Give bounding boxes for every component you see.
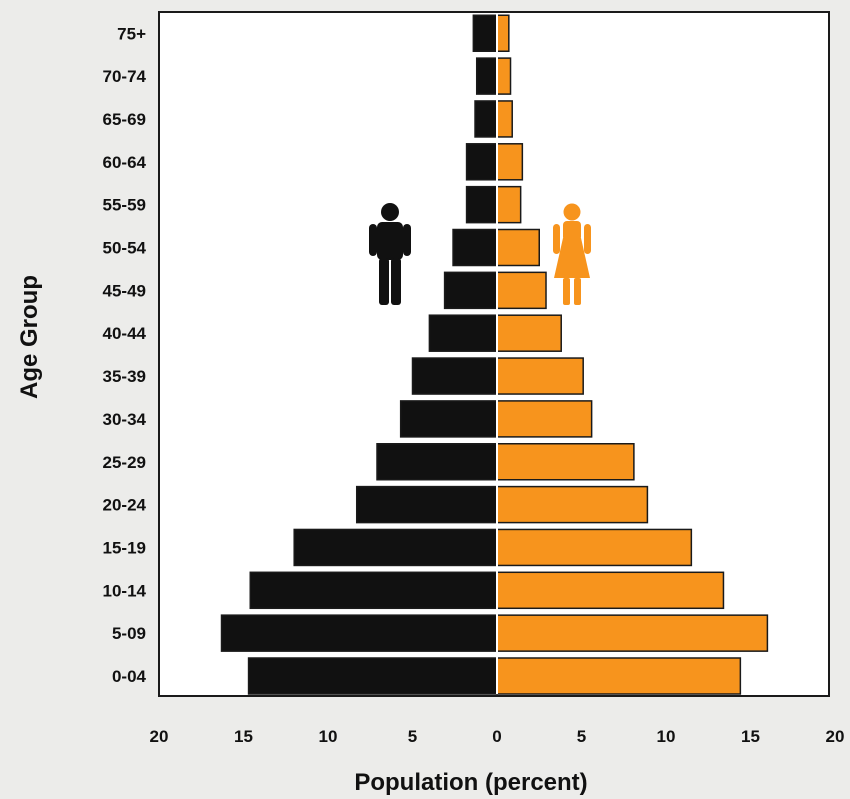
age-group-label-40-44: 40-44 xyxy=(103,324,147,343)
bar-right-0-04 xyxy=(496,657,742,695)
x-tick-label: 10 xyxy=(657,727,676,746)
age-group-label-65-69: 65-69 xyxy=(103,110,146,129)
bar-left-30-34 xyxy=(399,400,498,438)
bar-left-0-04 xyxy=(247,657,498,695)
x-tick-label: 15 xyxy=(741,727,760,746)
x-tick-label: 15 xyxy=(234,727,253,746)
age-group-label-15-19: 15-19 xyxy=(103,538,146,557)
male-figure-icon xyxy=(369,203,411,305)
age-group-labels: 0-04 5-09 10-14 15-19 20-24 25-29 30-34 35-39 40… xyxy=(103,24,147,686)
age-group-label-50-54: 50-54 xyxy=(103,239,147,258)
bar-right-60-64 xyxy=(496,143,524,181)
age-group-label-10-14: 10-14 xyxy=(103,581,147,600)
bar-left-40-44 xyxy=(428,314,498,352)
x-tick-labels: 20 15 10 5 0 5 10 15 20 xyxy=(150,727,845,746)
bar-left-5-09 xyxy=(220,614,498,652)
bar-right-70-74 xyxy=(496,57,512,95)
bar-right-20-24 xyxy=(496,485,649,524)
age-group-label-5-09: 5-09 xyxy=(112,624,146,643)
bar-left-70-74 xyxy=(475,57,498,95)
bar-right-50-54 xyxy=(496,228,540,267)
x-tick-label: 20 xyxy=(150,727,169,746)
female-figure-icon xyxy=(553,203,591,305)
bar-right-30-34 xyxy=(496,400,593,438)
x-tick-label: 5 xyxy=(577,727,586,746)
age-group-label-20-24: 20-24 xyxy=(103,496,147,515)
bar-right-15-19 xyxy=(496,528,693,567)
age-group-label-70-74: 70-74 xyxy=(103,67,147,86)
bar-right-65-69 xyxy=(496,100,513,138)
bar-left-60-64 xyxy=(465,143,498,181)
bar-right-35-39 xyxy=(496,357,584,395)
bar-left-20-24 xyxy=(355,485,498,524)
age-group-label-35-39: 35-39 xyxy=(103,367,146,386)
x-axis-title: Population (percent) xyxy=(354,769,587,796)
bars-group xyxy=(220,14,769,695)
bar-left-25-29 xyxy=(376,443,498,481)
x-tick-label: 5 xyxy=(408,727,417,746)
bar-left-75+ xyxy=(472,14,498,52)
y-axis-title: Age Group xyxy=(16,275,43,399)
age-group-label-60-64: 60-64 xyxy=(103,153,147,172)
bar-right-75+ xyxy=(496,14,510,52)
bar-right-40-44 xyxy=(496,314,562,352)
age-group-label-75+: 75+ xyxy=(117,24,146,43)
age-group-label-25-29: 25-29 xyxy=(103,453,146,472)
bar-left-45-49 xyxy=(443,271,498,310)
x-tick-label: 10 xyxy=(319,727,338,746)
bar-left-65-69 xyxy=(474,100,498,138)
bar-left-10-14 xyxy=(249,571,498,610)
bar-right-55-59 xyxy=(496,185,522,224)
age-group-label-45-49: 45-49 xyxy=(103,281,146,300)
age-group-label-55-59: 55-59 xyxy=(103,196,146,215)
x-tick-label: 0 xyxy=(492,727,501,746)
bar-right-45-49 xyxy=(496,271,547,310)
bar-left-35-39 xyxy=(411,357,498,395)
bar-right-5-09 xyxy=(496,614,769,652)
bar-left-15-19 xyxy=(293,528,498,567)
bar-right-10-14 xyxy=(496,571,725,610)
age-group-label-0-04: 0-04 xyxy=(112,667,147,686)
x-tick-label: 20 xyxy=(826,727,845,746)
bar-left-50-54 xyxy=(452,228,498,267)
age-group-label-30-34: 30-34 xyxy=(103,410,147,429)
bar-right-25-29 xyxy=(496,443,635,481)
bar-left-55-59 xyxy=(465,185,498,224)
